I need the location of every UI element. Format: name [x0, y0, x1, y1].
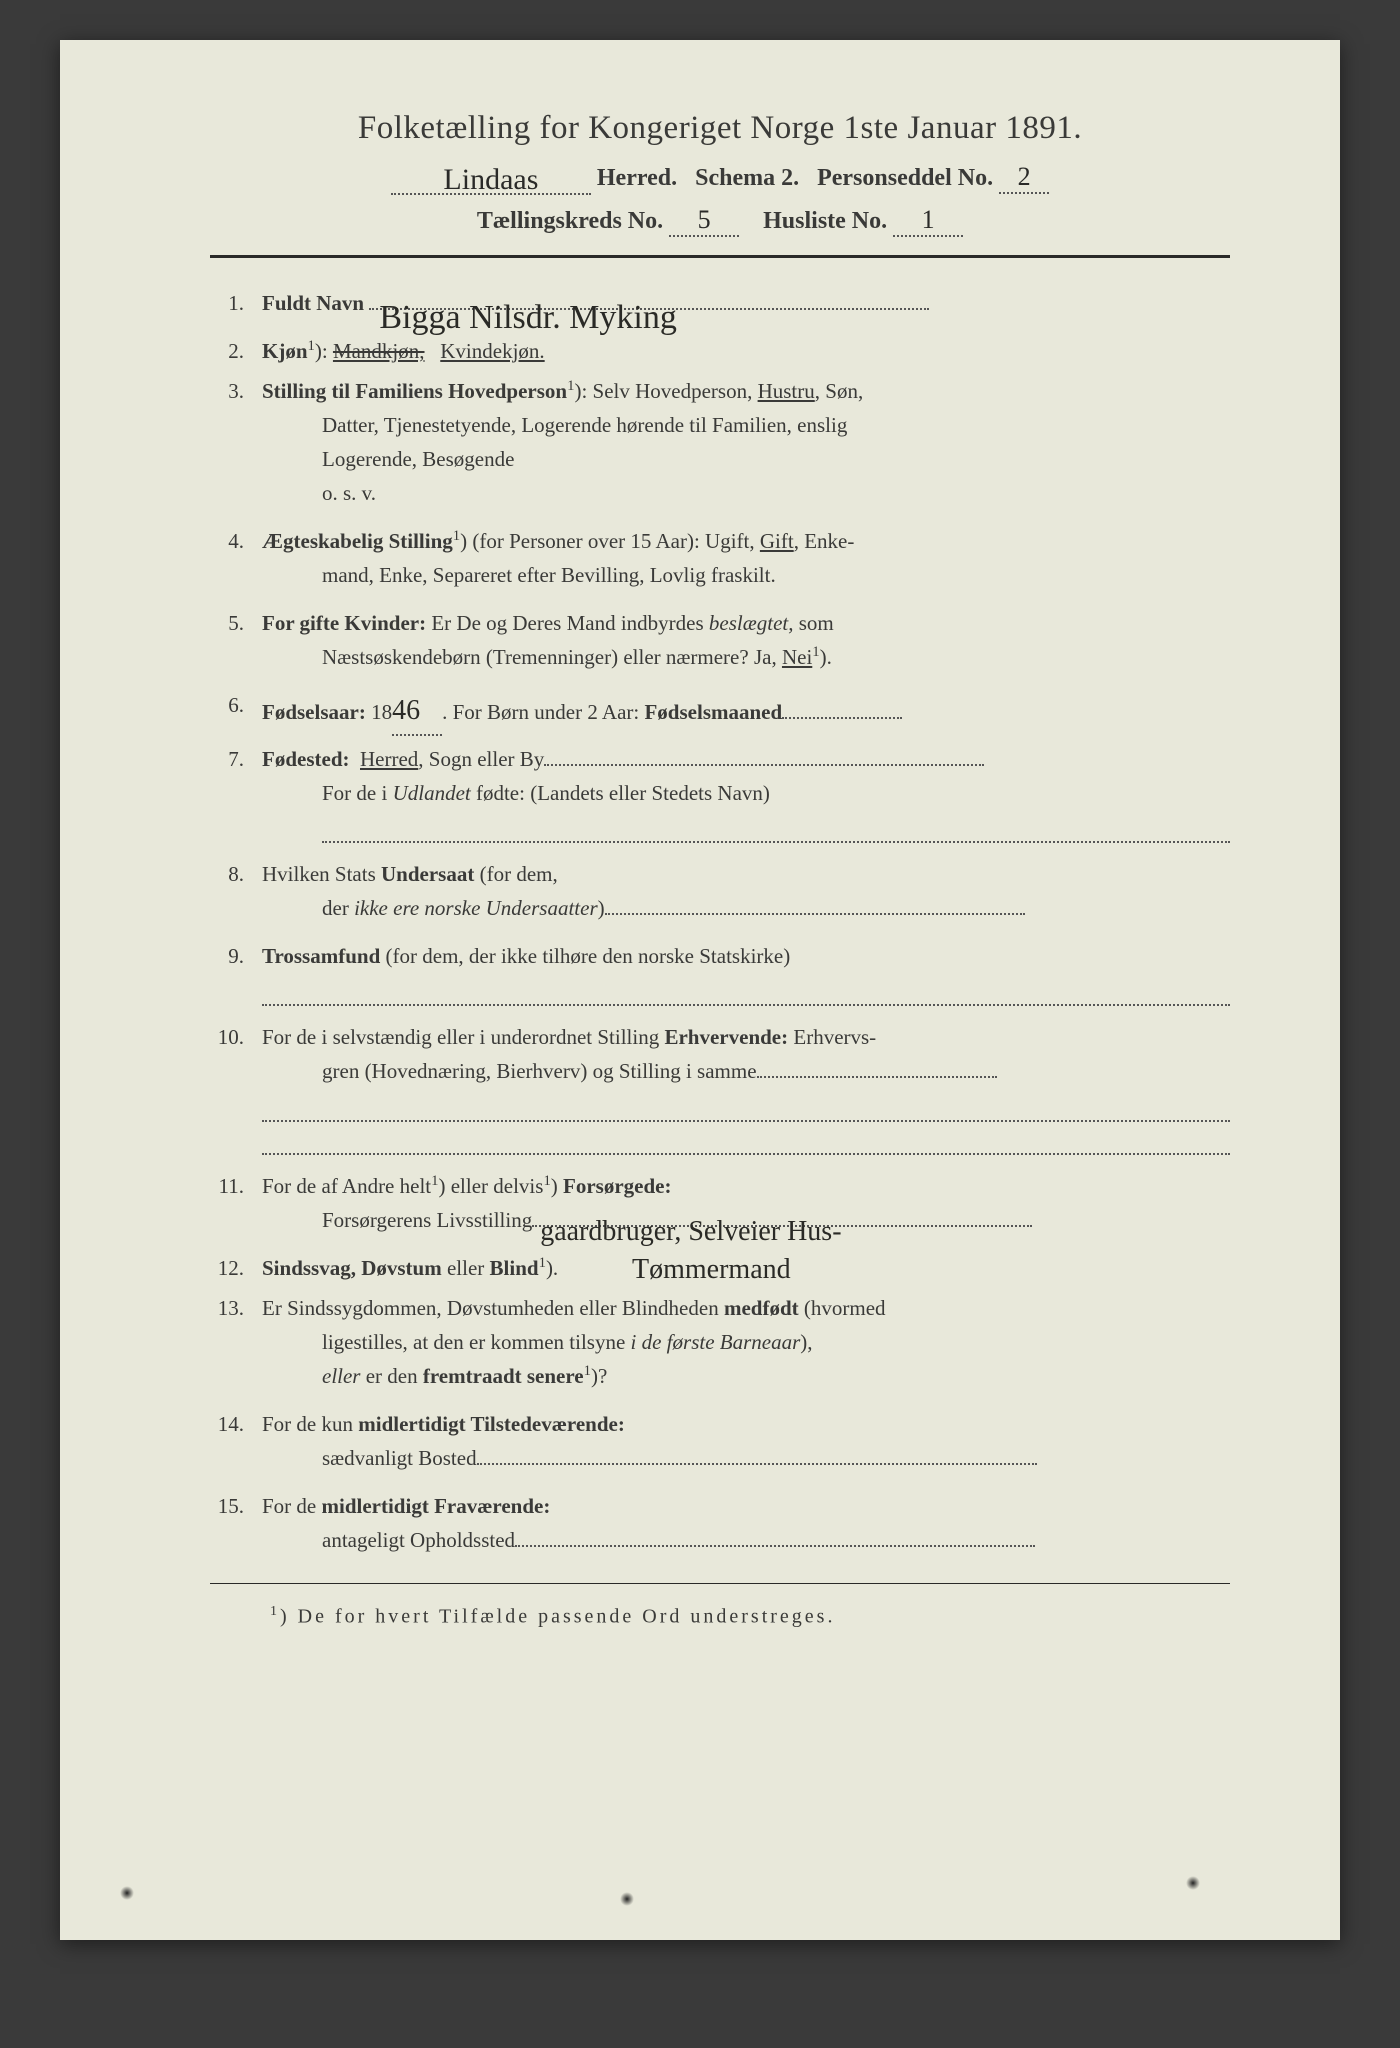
num-6: 6. [210, 688, 262, 722]
q3-line3: Logerende, Besøgende [262, 442, 1230, 476]
entry-3: 3. Stilling til Familiens Hovedperson1):… [210, 374, 1230, 510]
entry-10: 10. For de i selvstændig eller i underor… [210, 1020, 1230, 1155]
entry-5: 5. For gifte Kvinder: Er De og Deres Man… [210, 606, 1230, 674]
q3-line1: Selv Hovedperson, [593, 379, 758, 403]
num-9: 9. [210, 939, 262, 973]
q3-hustru: Hustru [758, 379, 815, 403]
entry-11: 11. For de af Andre helt1) eller delvis1… [210, 1169, 1230, 1237]
paper-spot [620, 1892, 634, 1906]
header-block: Folketælling for Kongeriget Norge 1ste J… [210, 110, 1230, 237]
num-5: 5. [210, 606, 262, 640]
entry-4: 4. Ægteskabelig Stilling1) (for Personer… [210, 524, 1230, 592]
entry-6: 6. Fødselsaar: 1846. For Børn under 2 Aa… [210, 688, 1230, 735]
entries-block: 1. Fuldt Navn Bigga Nilsdr. Myking 2. Kj… [210, 286, 1230, 1557]
num-1: 1. [210, 286, 262, 320]
footnote: 1) De for hvert Tilfælde passende Ord un… [210, 1604, 1230, 1629]
num-11: 11. [210, 1169, 262, 1203]
label-gifte-kvinder: For gifte Kvinder: [262, 611, 426, 635]
num-2: 2. [210, 334, 262, 368]
paper-spot [1186, 1876, 1200, 1890]
subtitle-row-2: Tællingskreds No. 5 Husliste No. 1 [210, 205, 1230, 237]
num-12: 12. [210, 1251, 262, 1285]
entry-15: 15. For de midlertidigt Fraværende: anta… [210, 1489, 1230, 1557]
name-handwritten: Bigga Nilsdr. Myking [379, 290, 677, 345]
q3-line4: o. s. v. [262, 476, 1230, 510]
q7-herred: Herred [360, 747, 418, 771]
q12-value: Tømmermand [632, 1247, 791, 1292]
entry-14: 14. For de kun midlertidigt Tilstedevære… [210, 1407, 1230, 1475]
kreds-no: 5 [698, 205, 711, 234]
husliste-label: Husliste No. [763, 208, 887, 235]
divider-top [210, 255, 1230, 258]
opt-mandkjon: Mandkjøn, [333, 339, 425, 363]
entry-7: 7. Fødested: Herred, Sogn eller By For d… [210, 742, 1230, 843]
num-4: 4. [210, 524, 262, 558]
entry-2: 2. Kjøn1): Mandkjøn, Kvindekjøn. [210, 334, 1230, 368]
herred-handwritten: Lindaas [443, 163, 538, 197]
label-fodested: Fødested: [262, 747, 350, 771]
schema-label: Schema 2. [695, 165, 799, 192]
label-stilling: Stilling til Familiens Hovedperson [262, 379, 567, 403]
entry-8: 8. Hvilken Stats Undersaat (for dem, der… [210, 857, 1230, 925]
q4-line2: mand, Enke, Separeret efter Bevilling, L… [262, 558, 1230, 592]
q5-nei: Nei [782, 645, 812, 669]
entry-13: 13. Er Sindssygdommen, Døvstumheden elle… [210, 1291, 1230, 1393]
num-15: 15. [210, 1489, 262, 1523]
num-8: 8. [210, 857, 262, 891]
herred-label: Herred. [597, 165, 677, 192]
label-trossamfund: Trossamfund [262, 944, 380, 968]
label-kjon: Kjøn [262, 339, 308, 363]
num-14: 14. [210, 1407, 262, 1441]
document-page: Folketælling for Kongeriget Norge 1ste J… [60, 40, 1340, 1940]
person-label: Personseddel No. [817, 165, 993, 192]
q4-gift: Gift [760, 529, 794, 553]
page-title: Folketælling for Kongeriget Norge 1ste J… [210, 110, 1230, 147]
paper-spot [120, 1886, 134, 1900]
divider-bottom [210, 1583, 1230, 1584]
subtitle-row-1: Lindaas Herred. Schema 2. Personseddel N… [210, 159, 1230, 195]
num-10: 10. [210, 1020, 262, 1054]
num-13: 13. [210, 1291, 262, 1325]
label-aegteskab: Ægteskabelig Stilling [262, 529, 453, 553]
label-fodselsaar: Fødselsaar: [262, 700, 366, 724]
husliste-no: 1 [922, 205, 935, 234]
year-hand: 46 [392, 695, 420, 726]
kreds-label: Tællingskreds No. [477, 208, 663, 235]
num-7: 7. [210, 742, 262, 776]
person-no: 2 [1018, 162, 1031, 191]
num-3: 3. [210, 374, 262, 408]
entry-1: 1. Fuldt Navn Bigga Nilsdr. Myking [210, 286, 1230, 320]
q3-line2: Datter, Tjenestetyende, Logerende hørend… [262, 408, 1230, 442]
entry-12: 12. Sindssvag, Døvstum eller Blind1). Tø… [210, 1251, 1230, 1285]
entry-9: 9. Trossamfund (for dem, der ikke tilhør… [210, 939, 1230, 1006]
label-fuldt-navn: Fuldt Navn [262, 291, 364, 315]
